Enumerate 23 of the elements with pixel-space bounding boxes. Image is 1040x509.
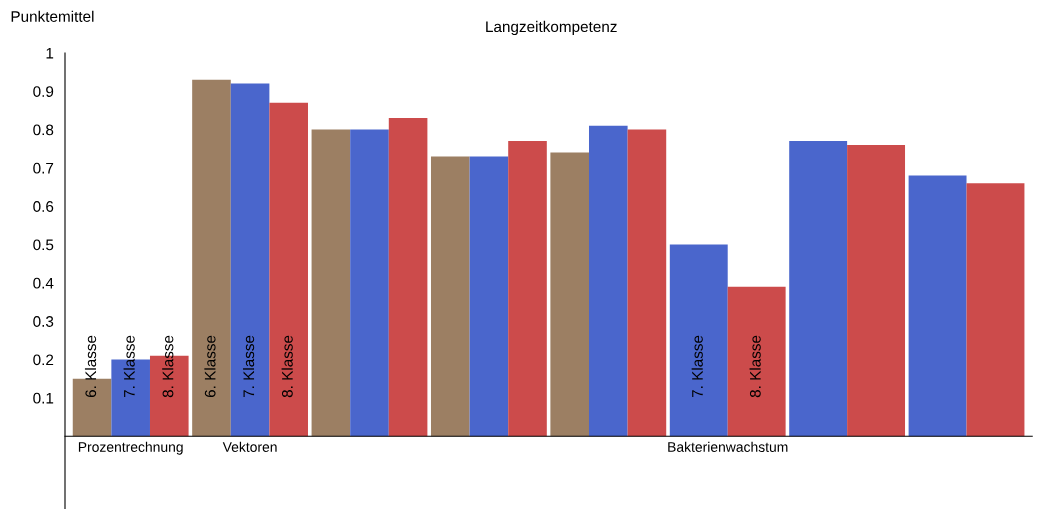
y-axis-title: Punktemittel: [11, 10, 94, 22]
text: 6. Klasse: [204, 335, 216, 398]
series-label: 8. Klasse: [162, 335, 174, 398]
y-tick-label: 0.6: [33, 201, 54, 212]
y-tick-label: 0.4: [33, 277, 54, 289]
y-tick-label: 0.7: [33, 162, 54, 174]
text: 8. Klasse: [749, 335, 761, 398]
x-tick-label: Bakterienwachstum: [668, 441, 788, 452]
y-tick-label: 0.8: [33, 124, 54, 136]
text: 8. Klasse: [281, 335, 293, 398]
y-tick-label: 0.1: [33, 392, 54, 404]
y-tick-label: 0.5: [33, 239, 54, 251]
x-tick-label: Prozentrechnung: [78, 441, 183, 455]
x-tick-label: Vektoren: [222, 441, 277, 452]
series-label: 7. Klasse: [123, 335, 135, 398]
y-tick-label: 0.9: [33, 86, 54, 97]
y-tick-label: 0.3: [33, 316, 54, 327]
text: 6. Klasse: [84, 335, 97, 398]
text: 7. Klasse: [691, 335, 703, 398]
y-tick-label: 0.2: [33, 354, 54, 366]
text: 7. Klasse: [242, 335, 255, 398]
y-tick-label: 1: [46, 47, 54, 59]
chart-title: Langzeitkompetenz: [486, 20, 617, 36]
